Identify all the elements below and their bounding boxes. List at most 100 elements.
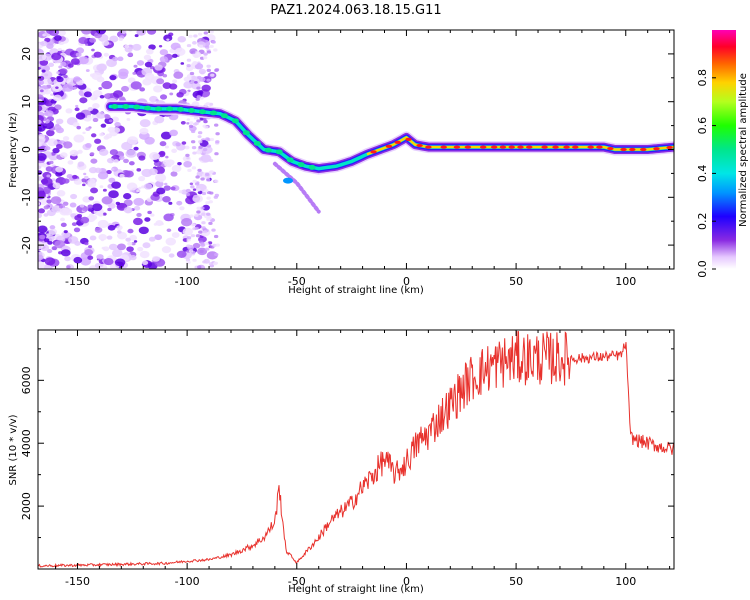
noise-speckle <box>193 34 198 38</box>
noise-speckle <box>114 122 121 127</box>
noise-speckle <box>46 199 52 204</box>
noise-speckle <box>39 89 44 93</box>
noise-speckle <box>91 48 95 52</box>
snr-background <box>38 330 674 569</box>
noise-speckle <box>60 222 67 228</box>
noise-speckle <box>41 69 46 73</box>
ridge-peak <box>640 147 647 152</box>
noise-speckle <box>176 91 184 98</box>
noise-speckle <box>186 58 192 62</box>
noise-speckle <box>93 51 102 58</box>
spectrogram-x-ticks: -150 -100 -50 0 50 100 <box>55 30 671 288</box>
noise-speckle <box>197 75 202 80</box>
ridge-peak <box>416 143 423 148</box>
noise-speckle <box>43 88 52 95</box>
noise-speckle <box>144 72 155 81</box>
noise-speckle <box>89 235 97 241</box>
noise-speckle <box>51 178 56 182</box>
noise-speckle <box>38 176 44 181</box>
noise-speckle <box>159 49 169 56</box>
ridge-peak <box>490 145 498 149</box>
noise-speckle <box>117 56 124 62</box>
noise-speckle <box>56 144 63 149</box>
noise-speckle <box>138 226 149 235</box>
noise-speckle <box>199 249 204 253</box>
noise-speckle <box>200 206 205 210</box>
noise-speckle <box>205 247 210 251</box>
noise-speckle <box>73 76 81 82</box>
y-tick-label: 0 <box>20 146 33 153</box>
ridge-blob <box>177 106 185 112</box>
noise-speckle <box>46 249 53 254</box>
noise-speckle <box>171 232 180 238</box>
noise-speckle <box>201 221 206 225</box>
ridge-blob <box>155 106 163 112</box>
noise-speckle <box>116 225 123 231</box>
noise-speckle <box>94 263 102 269</box>
noise-speckle <box>131 242 136 246</box>
noise-speckle <box>55 166 64 173</box>
noise-speckle <box>179 206 185 211</box>
noise-speckle <box>201 226 206 230</box>
colorbar-gradient <box>712 30 736 269</box>
noise-speckle <box>173 71 184 79</box>
noise-speckle <box>127 241 133 246</box>
noise-speckle <box>153 223 158 226</box>
noise-speckle <box>55 86 59 89</box>
y-tick-label: 10 <box>20 95 33 109</box>
noise-speckle <box>194 81 198 84</box>
colorbar-tick-label: 0.0 <box>696 260 709 278</box>
noise-speckle <box>202 147 208 152</box>
noise-speckle <box>198 44 204 48</box>
noise-speckle <box>84 249 94 256</box>
noise-speckle <box>103 93 111 99</box>
noise-speckle <box>210 73 215 77</box>
noise-speckle <box>186 43 192 48</box>
noise-speckle <box>54 240 66 249</box>
snr-y-ticks: 2000 4000 6000 <box>20 348 674 539</box>
noise-speckle <box>118 155 125 160</box>
noise-speckle <box>150 213 155 217</box>
noise-speckle <box>101 40 110 46</box>
ridge-blob <box>297 162 305 168</box>
noise-speckle <box>185 192 191 197</box>
noise-speckle <box>186 244 191 248</box>
noise-speckle <box>188 124 194 128</box>
noise-speckle <box>197 265 202 269</box>
noise-speckle <box>127 228 134 234</box>
noise-speckle <box>158 45 163 48</box>
spectrogram-y-ticks: -20 -10 0 10 20 <box>20 29 674 270</box>
noise-speckle <box>185 188 191 193</box>
ridge-blob <box>122 103 130 109</box>
noise-speckle <box>118 37 124 41</box>
ridge-peak <box>370 150 377 154</box>
noise-speckle <box>101 246 106 250</box>
noise-speckle <box>74 215 82 221</box>
ridge-peak <box>517 145 524 149</box>
noise-speckle <box>191 166 197 170</box>
noise-speckle <box>189 214 194 218</box>
noise-speckle <box>55 171 63 177</box>
noise-speckle <box>52 94 62 102</box>
noise-speckle <box>109 35 119 43</box>
noise-speckle <box>78 36 88 45</box>
noise-speckle <box>75 104 79 108</box>
noise-speckle <box>54 35 62 41</box>
noise-speckle <box>73 178 83 185</box>
noise-speckle <box>209 30 214 34</box>
noise-speckle <box>143 54 152 61</box>
noise-speckle <box>138 186 142 190</box>
noise-speckle <box>203 52 208 56</box>
noise-speckle <box>196 86 201 90</box>
noise-speckle <box>204 125 209 129</box>
noise-speckle <box>200 177 205 181</box>
noise-speckle <box>133 64 138 68</box>
noise-speckle <box>144 61 153 68</box>
noise-speckle <box>70 213 76 218</box>
noise-speckle <box>200 71 205 75</box>
noise-speckle <box>123 158 129 164</box>
noise-speckle <box>152 255 160 262</box>
ridge-peak <box>526 145 533 149</box>
noise-speckle <box>92 103 100 109</box>
